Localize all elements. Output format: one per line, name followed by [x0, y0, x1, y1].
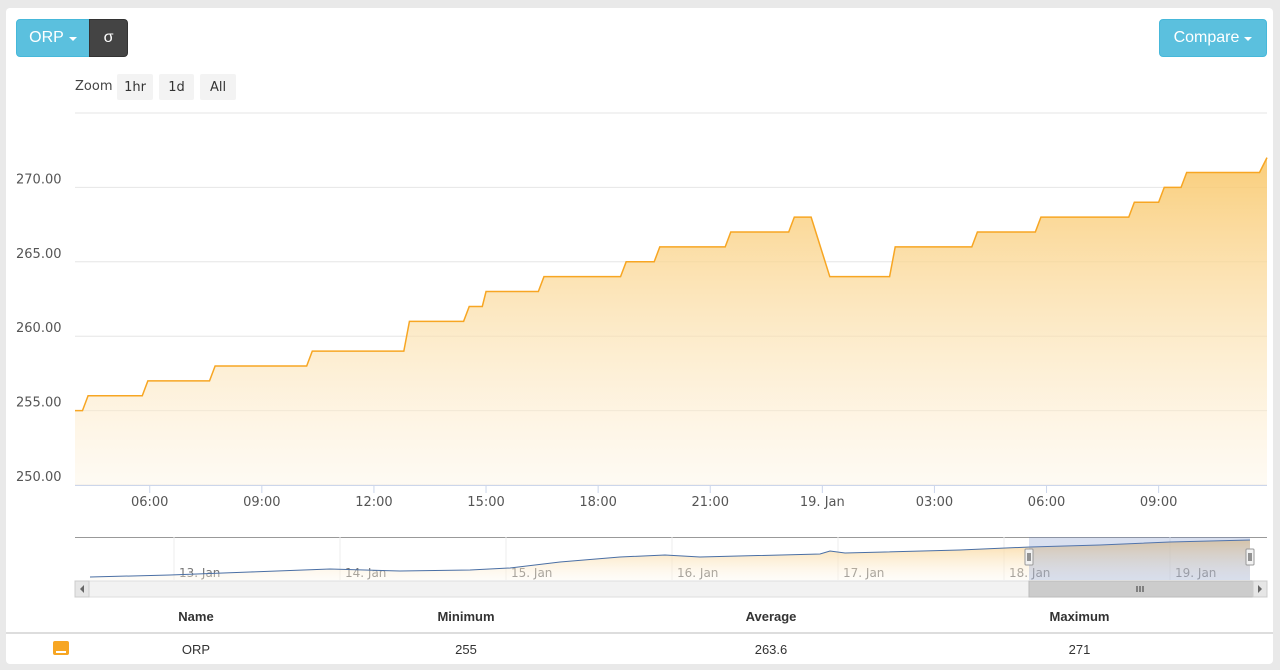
x-tick-label: 03:00: [916, 495, 953, 510]
y-tick-label: 270.00: [16, 172, 62, 187]
average-column-header: Average: [656, 600, 886, 634]
caret-down-icon: [1244, 37, 1253, 41]
orp-area-chart: 250.00 255.00 260.00 265.00 270.00 06:00 09:00…: [16, 112, 1268, 598]
y-tick-label: 250.00: [16, 470, 62, 485]
navigator-scrollbar[interactable]: [74, 580, 1268, 598]
compare-label: Compare: [1173, 29, 1240, 46]
metric-dropdown-button[interactable]: ORP: [16, 19, 90, 57]
caret-down-icon: [68, 37, 77, 41]
stats-table: Name Minimum Average Maximum ORP 255 263…: [6, 600, 1273, 664]
row-average: 263.6: [754, 641, 788, 657]
orp-sensor-icon: [53, 640, 69, 655]
scrollbar-thumb: [1028, 580, 1254, 598]
scroll-left-arrow-icon: [80, 585, 84, 593]
y-tick-label: 265.00: [16, 247, 62, 262]
series-area: [75, 157, 1267, 485]
handle-body: [1245, 548, 1255, 566]
row-minimum: 255: [455, 641, 477, 657]
sigma-label: σ: [103, 29, 114, 46]
navigator-handle[interactable]: [1245, 548, 1255, 566]
zoom-1hr-button[interactable]: 1hr: [117, 74, 153, 100]
x-tick-label: 09:00: [1140, 495, 1177, 510]
x-tick-label: 15:00: [467, 495, 504, 510]
handle-body: [1024, 548, 1034, 566]
x-tick-label: 09:00: [243, 495, 280, 510]
maximum-column-header: Maximum: [886, 600, 1273, 634]
table-row: ORP 255 263.6 271: [6, 633, 1273, 664]
name-column-header: Name: [116, 600, 276, 634]
zoom-label: Zoom: [75, 79, 113, 94]
zoom-all-button[interactable]: All: [200, 74, 236, 100]
row-name: ORP: [181, 641, 211, 657]
x-tick-label: 06:00: [1028, 495, 1065, 510]
icon-column-header: [6, 600, 116, 634]
x-tick-label: 12:00: [355, 495, 392, 510]
row-maximum: 271: [1068, 641, 1091, 657]
y-tick-label: 255.00: [16, 396, 62, 411]
sigma-toggle-button[interactable]: σ: [89, 19, 128, 57]
compare-dropdown-button[interactable]: Compare: [1159, 19, 1267, 57]
zoom-1d-button[interactable]: 1d: [159, 74, 194, 100]
x-tick-label: 19. Jan: [800, 495, 845, 510]
navigator-selection: [1029, 537, 1250, 580]
minimum-column-header: Minimum: [276, 600, 656, 634]
x-tick-label: 21:00: [692, 495, 729, 510]
y-tick-label: 260.00: [16, 321, 62, 336]
navigator-handle[interactable]: [1024, 548, 1034, 566]
metric-dropdown-label: ORP: [29, 29, 64, 46]
x-tick-label: 18:00: [579, 495, 616, 510]
scroll-right-arrow-icon: [1258, 585, 1262, 593]
series-line: [75, 157, 1268, 412]
navigator-line: [89, 539, 1251, 578]
x-tick-label: 06:00: [131, 495, 168, 510]
